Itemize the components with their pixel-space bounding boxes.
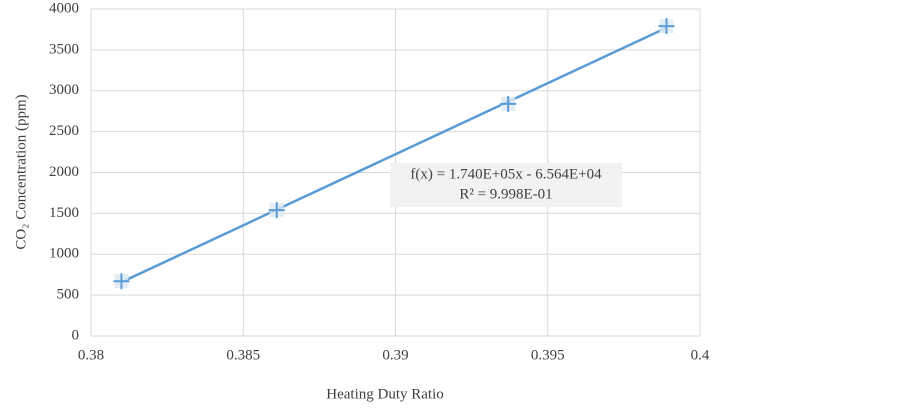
y-tick-label: 1000 — [49, 246, 79, 262]
y-tick-label: 2000 — [49, 164, 79, 180]
equation-box — [390, 163, 622, 207]
x-tick-label: 0.38 — [78, 347, 104, 363]
y-axis-label: CO₂ Concentration (ppm) — [13, 94, 29, 249]
trendline-equation: f(x) = 1.740E+05x - 6.564E+04 — [410, 166, 602, 182]
y-tick-label: 500 — [57, 287, 80, 303]
data-point — [268, 202, 285, 219]
y-tick-label: 2500 — [49, 123, 79, 139]
trendline-r-squared: R² = 9.998E-01 — [459, 186, 552, 202]
y-tick-label: 0 — [72, 327, 80, 343]
x-axis-label: Heating Duty Ratio — [326, 386, 443, 402]
x-tick-label: 0.385 — [226, 347, 260, 363]
trendline — [120, 26, 668, 284]
data-point — [658, 18, 675, 35]
y-tick-label: 1500 — [49, 205, 79, 221]
x-tick-label: 0.39 — [382, 347, 408, 363]
y-tick-label: 4000 — [49, 0, 79, 16]
x-tick-label: 0.4 — [691, 347, 710, 363]
data-point — [113, 273, 130, 290]
y-tick-label: 3500 — [49, 41, 79, 57]
data-point — [500, 95, 517, 112]
x-tick-label: 0.395 — [531, 347, 565, 363]
y-tick-label: 3000 — [49, 82, 79, 98]
